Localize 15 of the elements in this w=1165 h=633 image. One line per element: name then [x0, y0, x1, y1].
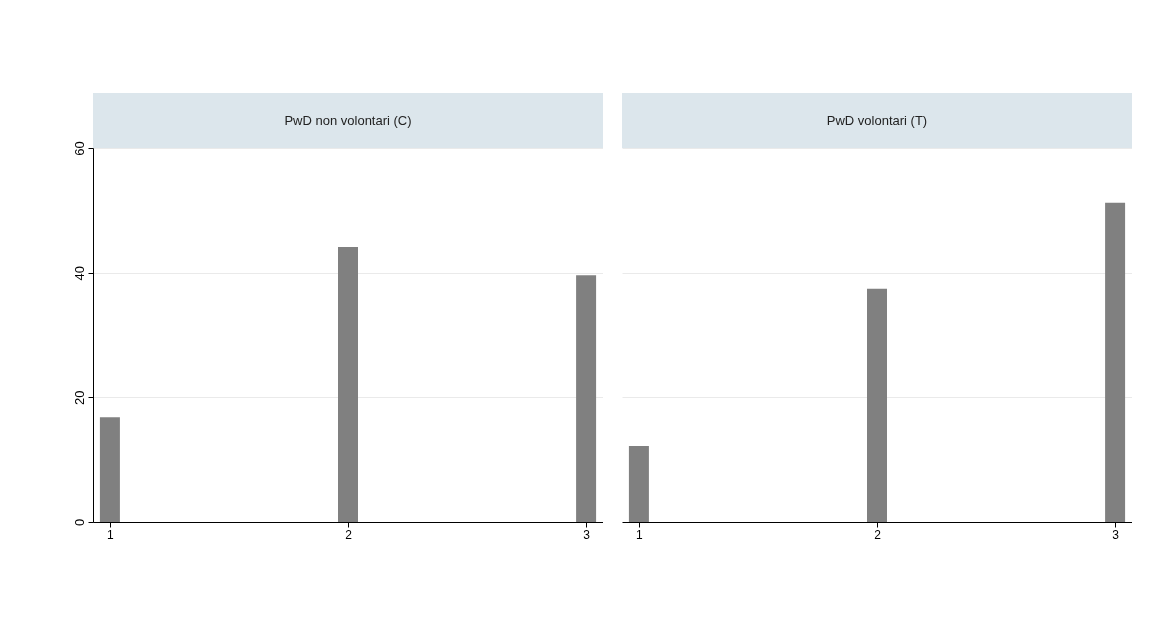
- x-tick-label: 2: [874, 527, 882, 542]
- x-tick-label: 1: [107, 527, 115, 542]
- bar: [338, 247, 358, 522]
- bar: [99, 417, 120, 522]
- chart-title: PwD volontari (T): [622, 93, 1132, 148]
- chart-title: PwD non volontari (C): [93, 93, 603, 148]
- y-tick-label: 0: [71, 518, 87, 527]
- y-tick-label: 40: [71, 265, 87, 281]
- y-tick-label: 60: [71, 141, 87, 156]
- x-tick-label: 1: [636, 527, 644, 542]
- y-tick-label: 20: [71, 390, 87, 406]
- x-tick-label: 3: [1112, 527, 1120, 542]
- bar: [576, 275, 597, 522]
- x-tick-label: 3: [583, 527, 591, 542]
- x-tick-label: 2: [345, 527, 353, 542]
